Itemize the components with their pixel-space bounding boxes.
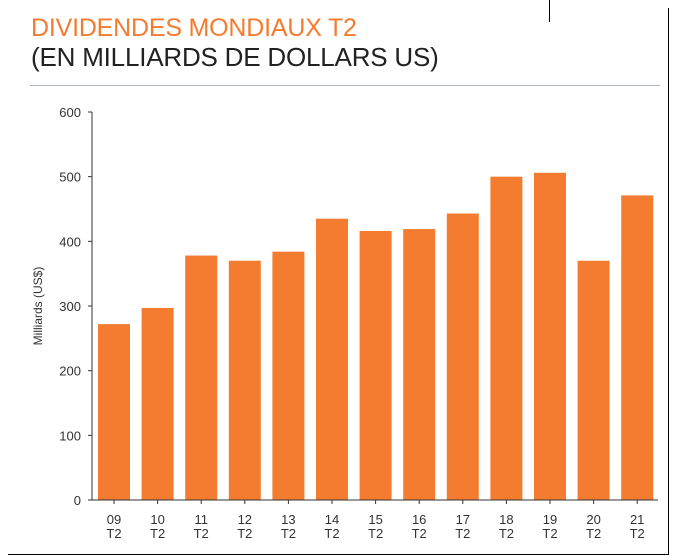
y-axis-ticks: 0 100 200 300 400 500 600 [59,105,92,508]
x-tick-label-year: 19 [543,512,557,527]
y-tick-label: 0 [74,493,81,508]
x-tick-label-year: 12 [238,512,252,527]
x-tick-label-quarter: T2 [324,526,339,541]
x-tick-label-quarter: T2 [106,526,121,541]
x-tick-label-quarter: T2 [586,526,601,541]
bar-12 [228,260,261,500]
y-axis-title: Milliards (US$) [31,267,45,346]
chart-title-line1: DIVIDENDES MONDIAUX T2 [31,14,357,42]
bars [98,172,654,501]
x-tick-label-year: 16 [412,512,426,527]
y-tick-label: 200 [59,364,81,379]
x-tick-label-year: 10 [150,512,164,527]
x-tick-label-quarter: T2 [150,526,165,541]
y-tick-label: 500 [59,170,81,185]
x-tick-label-year: 13 [281,512,295,527]
y-tick-label: 600 [59,105,81,120]
x-tick-label-year: 15 [368,512,382,527]
x-tick-label-quarter: T2 [630,526,645,541]
x-tick-label-year: 17 [456,512,470,527]
x-tick-label-quarter: T2 [194,526,209,541]
x-tick-label-year: 21 [630,512,644,527]
bar-18 [490,176,523,500]
x-tick-label-year: 09 [107,512,121,527]
x-tick-label-quarter: T2 [499,526,514,541]
x-tick-label-year: 11 [194,512,208,527]
bar-10 [141,307,174,500]
x-tick-label-quarter: T2 [455,526,470,541]
chart-frame [8,8,669,555]
x-tick-label-year: 20 [586,512,600,527]
bar-17 [446,213,479,500]
x-tick-label-quarter: T2 [368,526,383,541]
x-axis-ticks: 09T210T211T212T213T214T215T216T217T218T2… [106,500,645,541]
x-tick-label-year: 18 [499,512,513,527]
x-tick-label-quarter: T2 [412,526,427,541]
y-tick-label: 100 [59,428,81,443]
bar-11 [185,255,218,500]
bar-09 [98,324,130,500]
chart-title-line2: (EN MILLIARDS DE DOLLARS US) [31,42,439,72]
title-divider [30,85,660,86]
y-tick-label: 400 [59,234,81,249]
x-tick-label-quarter: T2 [281,526,296,541]
x-tick-label-quarter: T2 [542,526,557,541]
x-tick-label-quarter: T2 [237,526,252,541]
bar-20 [577,260,610,500]
bar-19 [534,172,566,500]
bar-21 [621,195,654,501]
bar-14 [316,218,348,500]
bar-15 [359,230,392,500]
bar-13 [272,251,305,500]
top-border-tick [549,0,550,22]
y-tick-label: 300 [59,299,81,314]
x-tick-label-year: 14 [325,512,339,527]
bar-16 [403,229,436,500]
